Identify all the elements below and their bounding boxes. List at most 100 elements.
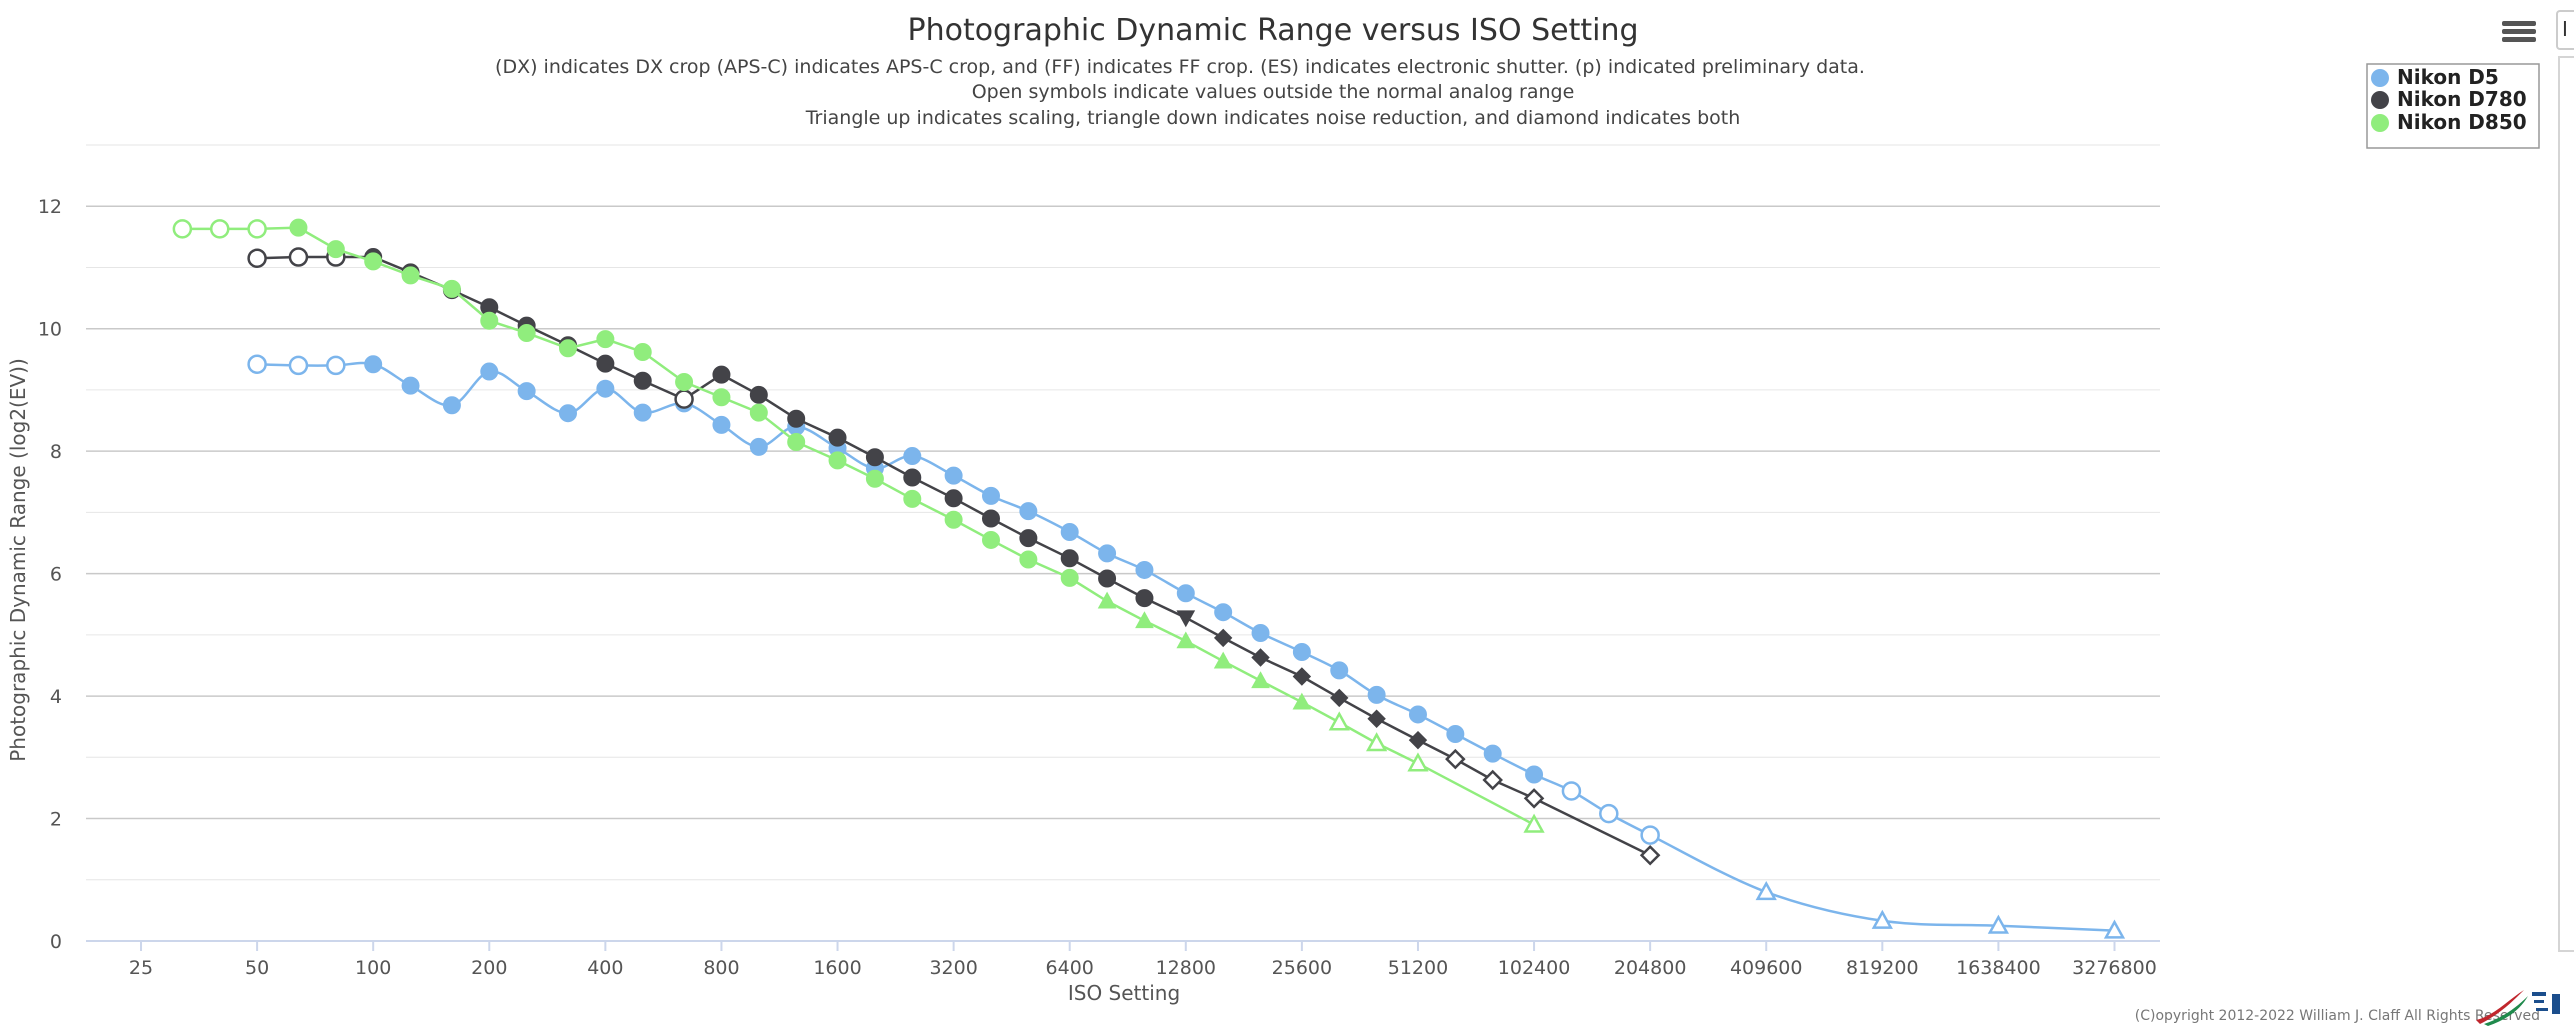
data-point [249,250,266,267]
y-tick-label: 6 [50,564,62,586]
plot-grid [86,145,2160,941]
data-point [904,448,921,465]
data-point [945,490,962,507]
data-point [211,220,228,237]
data-point [1020,503,1037,520]
legend-label: Nikon D5 [2397,65,2499,89]
x-tick-label: 12800 [1156,957,1216,979]
data-point [676,373,693,390]
legend-marker [2371,69,2389,87]
data-point [1061,550,1078,567]
x-tick-label: 409600 [1730,957,1803,979]
data-point [174,220,191,237]
data-point [634,343,651,360]
data-point [713,416,730,433]
x-tick-label: 25600 [1272,957,1332,979]
data-point [1061,523,1078,540]
data-point [327,357,344,374]
data-point [1484,745,1501,762]
x-tick-label: 102400 [1498,957,1571,979]
data-point [597,380,614,397]
data-point [1563,782,1580,799]
data-point [1099,593,1116,608]
data-point [559,340,576,357]
chart-menu-button[interactable] [2502,18,2536,48]
data-point [327,241,344,258]
data-point [1020,530,1037,547]
menu-icon-bar [2502,29,2536,34]
legend: Nikon D5Nikon D780Nikon D850 [2367,64,2539,148]
data-point [1177,611,1194,626]
x-tick-label: 51200 [1388,957,1448,979]
x-tick-label: 6400 [1046,957,1094,979]
data-point [1447,726,1464,743]
data-point [481,363,498,380]
side-input-tab[interactable]: I [2556,10,2574,50]
chart: Photographic Dynamic Range versus ISO Se… [0,0,2574,1030]
data-point [1447,751,1464,768]
chart-title: Photographic Dynamic Range versus ISO Se… [907,13,1638,48]
x-tick-label: 1600 [813,957,861,979]
data-point [249,356,266,373]
data-point [1215,653,1232,668]
x-tick-label: 200 [471,957,507,979]
data-point [904,469,921,486]
y-tick-label: 8 [50,441,62,463]
data-point [634,372,651,389]
data-point [1526,790,1543,807]
data-point [750,386,767,403]
data-point [249,220,266,237]
data-point [750,438,767,455]
data-point [1409,732,1426,749]
chart-subtitle-line-1: (DX) indicates DX crop (APS-C) indicates… [495,56,1865,78]
legend-label: Nikon D850 [2397,110,2527,134]
menu-icon-bar [2502,21,2536,26]
data-point [1252,672,1269,687]
data-point [829,429,846,446]
data-point [788,410,805,427]
data-point [1215,629,1232,646]
x-tick-label: 50 [245,957,269,979]
data-point [634,404,651,421]
data-point [1368,735,1385,750]
side-panel [2558,56,2574,952]
legend-marker [2371,91,2389,109]
data-point [402,377,419,394]
data-point [1368,710,1385,727]
data-point [1136,561,1153,578]
data-point [1331,689,1348,706]
data-point [866,449,883,466]
series-line [257,257,1650,855]
data-point [1331,714,1348,729]
data-point [904,490,921,507]
x-tick-label: 100 [355,957,391,979]
data-point [1526,766,1543,783]
legend-label: Nikon D780 [2397,87,2527,111]
data-point [676,391,693,408]
chart-subtitle-line-2: Open symbols indicate values outside the… [972,81,1575,103]
data-point [559,405,576,422]
legend-marker [2371,114,2389,132]
data-point [1099,545,1116,562]
data-point [945,467,962,484]
y-tick-label: 0 [50,931,62,953]
data-point [945,511,962,528]
data-point [597,355,614,372]
data-point [982,531,999,548]
data-point [713,389,730,406]
plot-series [174,219,2123,937]
data-point [788,433,805,450]
data-point [829,452,846,469]
data-point [1293,643,1310,660]
data-point [402,267,419,284]
data-point [1331,662,1348,679]
data-point [1020,551,1037,568]
data-point [1136,612,1153,627]
data-point [290,249,307,266]
data-point [1215,604,1232,621]
data-point [1758,884,1775,899]
x-tick-label: 400 [587,957,623,979]
chart-subtitle-line-3: Triangle up indicates scaling, triangle … [805,107,1741,129]
x-tick-label: 25 [129,957,153,979]
y-tick-label: 4 [50,686,62,708]
